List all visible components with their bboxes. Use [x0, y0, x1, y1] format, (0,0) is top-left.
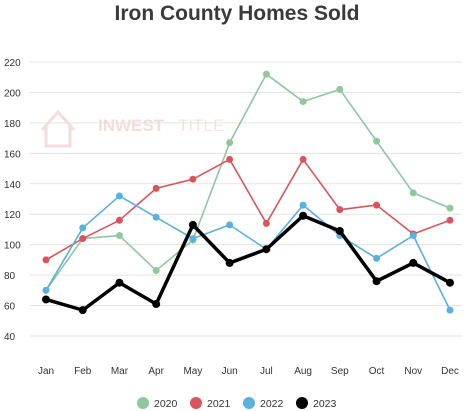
legend-marker-2021 — [190, 397, 202, 409]
legend-label: 2023 — [313, 398, 337, 410]
data-point-2022 — [299, 201, 307, 209]
data-point-2021 — [373, 201, 381, 209]
x-tick-label: Nov — [404, 366, 422, 377]
legend-label: 2021 — [207, 398, 231, 410]
data-point-2022 — [42, 286, 50, 294]
data-point-2022 — [373, 254, 381, 262]
data-point-2020 — [115, 232, 123, 240]
house-icon — [40, 109, 76, 148]
legend-marker-2022 — [243, 397, 255, 409]
data-point-2022 — [79, 224, 87, 232]
x-tick-label: Apr — [148, 366, 164, 377]
series-line-2020 — [45, 73, 451, 291]
y-tick-label: 120 — [4, 210, 21, 221]
data-point-2020 — [336, 85, 344, 93]
data-point-2020 — [226, 139, 234, 147]
data-point-2020 — [446, 204, 454, 212]
data-point-2021 — [152, 184, 160, 192]
data-point-2023 — [262, 245, 271, 254]
data-point-2022 — [152, 213, 160, 221]
data-point-2021 — [446, 216, 454, 224]
watermark-logo: INWEST TITLE — [40, 109, 224, 148]
data-point-2020 — [299, 98, 307, 106]
series-line-2022 — [45, 195, 451, 311]
legend-label: 2020 — [154, 398, 178, 410]
data-point-2023 — [115, 278, 124, 287]
x-tick-label: Jun — [222, 366, 238, 377]
data-point-2022 — [409, 232, 417, 240]
y-tick-label: 140 — [4, 180, 21, 191]
data-point-2023 — [446, 278, 454, 287]
x-tick-label: Mar — [111, 366, 129, 377]
data-point-2023 — [152, 300, 161, 309]
x-tick-label: Jul — [260, 366, 273, 377]
y-tick-label: 180 — [4, 119, 21, 130]
y-tick-label: 40 — [4, 332, 16, 343]
y-tick-label: 80 — [4, 271, 16, 282]
y-tick-label: 200 — [4, 88, 21, 99]
watermark-brand: INWEST — [98, 116, 165, 135]
x-tick-label: Dec — [441, 366, 459, 377]
y-tick-label: 60 — [4, 302, 16, 313]
legend-marker-2023 — [296, 397, 308, 409]
data-point-2023 — [225, 258, 234, 267]
data-point-2021 — [336, 206, 344, 214]
x-tick-label: Feb — [74, 366, 92, 377]
data-point-2020 — [409, 189, 417, 197]
data-point-2023 — [372, 277, 381, 286]
y-tick-label: 220 — [4, 58, 21, 69]
x-tick-label: May — [183, 366, 202, 377]
data-point-2020 — [262, 70, 270, 78]
data-point-2022 — [446, 306, 454, 314]
chart-title: Iron County Homes Sold — [114, 2, 360, 25]
data-point-2022 — [226, 221, 234, 229]
data-point-2023 — [42, 295, 50, 304]
data-point-2022 — [115, 192, 123, 200]
legend-marker-2020 — [137, 397, 149, 409]
data-point-2023 — [335, 226, 344, 235]
data-point-2020 — [152, 267, 160, 275]
data-point-2021 — [189, 175, 197, 183]
data-point-2020 — [373, 137, 381, 145]
x-tick-label: Sep — [331, 366, 349, 377]
x-tick-label: Jan — [38, 366, 54, 377]
data-point-2023 — [78, 306, 87, 315]
series-line-2021 — [45, 158, 451, 261]
watermark-suffix: TITLE — [178, 116, 224, 135]
legend-label: 2022 — [260, 398, 284, 410]
data-point-2023 — [299, 211, 308, 220]
data-point-2021 — [115, 216, 123, 224]
data-point-2021 — [262, 219, 270, 227]
series-line-2023 — [45, 213, 451, 312]
data-point-2021 — [226, 155, 234, 163]
x-tick-label: Oct — [369, 366, 385, 377]
data-point-2021 — [79, 235, 87, 243]
data-point-2023 — [409, 258, 418, 267]
data-point-2022 — [189, 235, 197, 243]
y-tick-label: 100 — [4, 241, 21, 252]
data-point-2023 — [188, 220, 197, 229]
data-point-2021 — [299, 155, 307, 163]
data-point-2021 — [42, 256, 50, 264]
y-tick-label: 160 — [4, 149, 21, 160]
x-tick-label: Aug — [294, 366, 312, 377]
